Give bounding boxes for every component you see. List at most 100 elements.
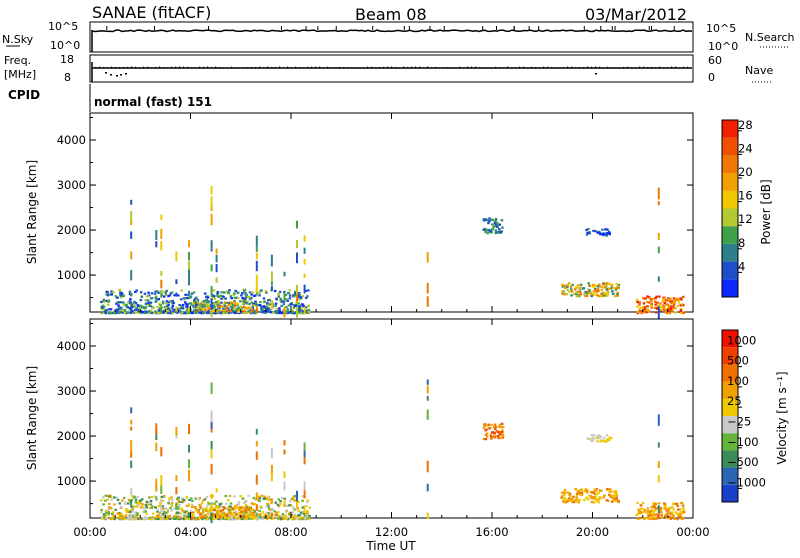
data-point xyxy=(271,507,274,510)
data-point xyxy=(236,296,240,300)
beam-label: Beam 08 xyxy=(355,5,427,24)
data-point xyxy=(284,514,287,517)
data-streak xyxy=(175,434,178,439)
data-point xyxy=(254,311,257,315)
data-point xyxy=(122,496,126,500)
data-streak xyxy=(270,498,273,504)
data-point xyxy=(484,429,487,432)
data-point xyxy=(285,310,289,313)
nsky-line xyxy=(91,29,693,33)
data-streak xyxy=(270,271,273,282)
data-point xyxy=(200,516,203,519)
data-point xyxy=(185,297,188,300)
data-point xyxy=(103,300,107,304)
data-point xyxy=(493,222,497,225)
data-point xyxy=(682,508,685,511)
data-point xyxy=(268,308,272,311)
data-point xyxy=(233,296,236,299)
data-point xyxy=(579,489,582,492)
data-point xyxy=(563,490,566,493)
data-point xyxy=(196,311,200,314)
data-point xyxy=(157,514,160,517)
data-point xyxy=(597,294,601,298)
data-point xyxy=(203,508,206,511)
data-point xyxy=(638,302,641,305)
data-point xyxy=(222,511,226,514)
data-point xyxy=(197,498,200,501)
data-point xyxy=(121,517,124,520)
data-point xyxy=(156,305,159,308)
data-point xyxy=(240,513,243,516)
data-point xyxy=(494,427,497,430)
data-point xyxy=(119,293,122,296)
data-point xyxy=(215,506,218,509)
data-point xyxy=(585,294,589,297)
colorbar-segment xyxy=(722,208,738,227)
data-point xyxy=(656,304,660,307)
data-point xyxy=(100,508,103,511)
data-point xyxy=(106,303,110,306)
data-point xyxy=(164,514,168,517)
data-point xyxy=(665,517,669,520)
data-point xyxy=(102,503,105,506)
data-point xyxy=(498,425,501,429)
data-streak xyxy=(188,444,190,453)
nave-dot xyxy=(123,66,125,69)
data-point xyxy=(101,306,104,309)
data-point xyxy=(500,219,504,222)
data-point xyxy=(602,496,605,499)
data-point xyxy=(211,506,215,509)
colorbar-segment xyxy=(722,364,738,382)
data-point xyxy=(149,297,153,300)
data-point xyxy=(596,288,600,291)
data-point xyxy=(217,300,220,303)
data-point xyxy=(208,303,212,306)
data-point xyxy=(214,302,218,305)
data-point xyxy=(170,517,173,520)
data-point xyxy=(190,292,194,295)
data-point xyxy=(104,310,107,313)
data-point xyxy=(265,306,268,309)
data-point xyxy=(164,517,168,521)
data-point xyxy=(250,301,253,304)
data-point xyxy=(248,298,252,301)
data-point xyxy=(668,309,671,312)
data-point xyxy=(147,310,150,313)
data-point xyxy=(265,291,268,294)
colorbar-tick-label: 8 xyxy=(738,236,745,250)
data-point xyxy=(105,514,109,517)
data-point xyxy=(139,299,143,302)
data-point xyxy=(586,231,589,234)
data-point xyxy=(266,498,270,501)
data-streak xyxy=(296,292,298,302)
data-point xyxy=(198,517,201,520)
data-point xyxy=(658,295,661,298)
data-point xyxy=(651,514,654,517)
data-point xyxy=(602,436,606,439)
data-point xyxy=(238,507,242,510)
data-point xyxy=(150,506,153,509)
data-point xyxy=(279,297,283,301)
data-streak xyxy=(303,489,306,498)
data-point xyxy=(145,500,149,504)
data-point xyxy=(593,488,596,491)
data-point xyxy=(635,514,638,517)
data-point xyxy=(204,509,208,513)
freq-tick-bottom: 8 xyxy=(64,71,71,84)
data-point xyxy=(233,300,236,303)
data-point xyxy=(253,509,256,512)
data-point xyxy=(652,502,655,505)
data-point xyxy=(229,516,233,519)
nave-dot xyxy=(271,67,273,69)
data-point xyxy=(213,308,216,311)
data-point xyxy=(267,299,270,302)
data-point xyxy=(180,509,184,512)
data-point xyxy=(641,507,644,510)
nave-tick-bottom: 0 xyxy=(708,71,715,84)
data-point xyxy=(226,310,229,313)
velocity-panel xyxy=(89,318,694,519)
data-point xyxy=(492,425,496,429)
data-point xyxy=(179,512,183,515)
data-streak xyxy=(657,512,660,519)
data-point xyxy=(498,223,502,226)
